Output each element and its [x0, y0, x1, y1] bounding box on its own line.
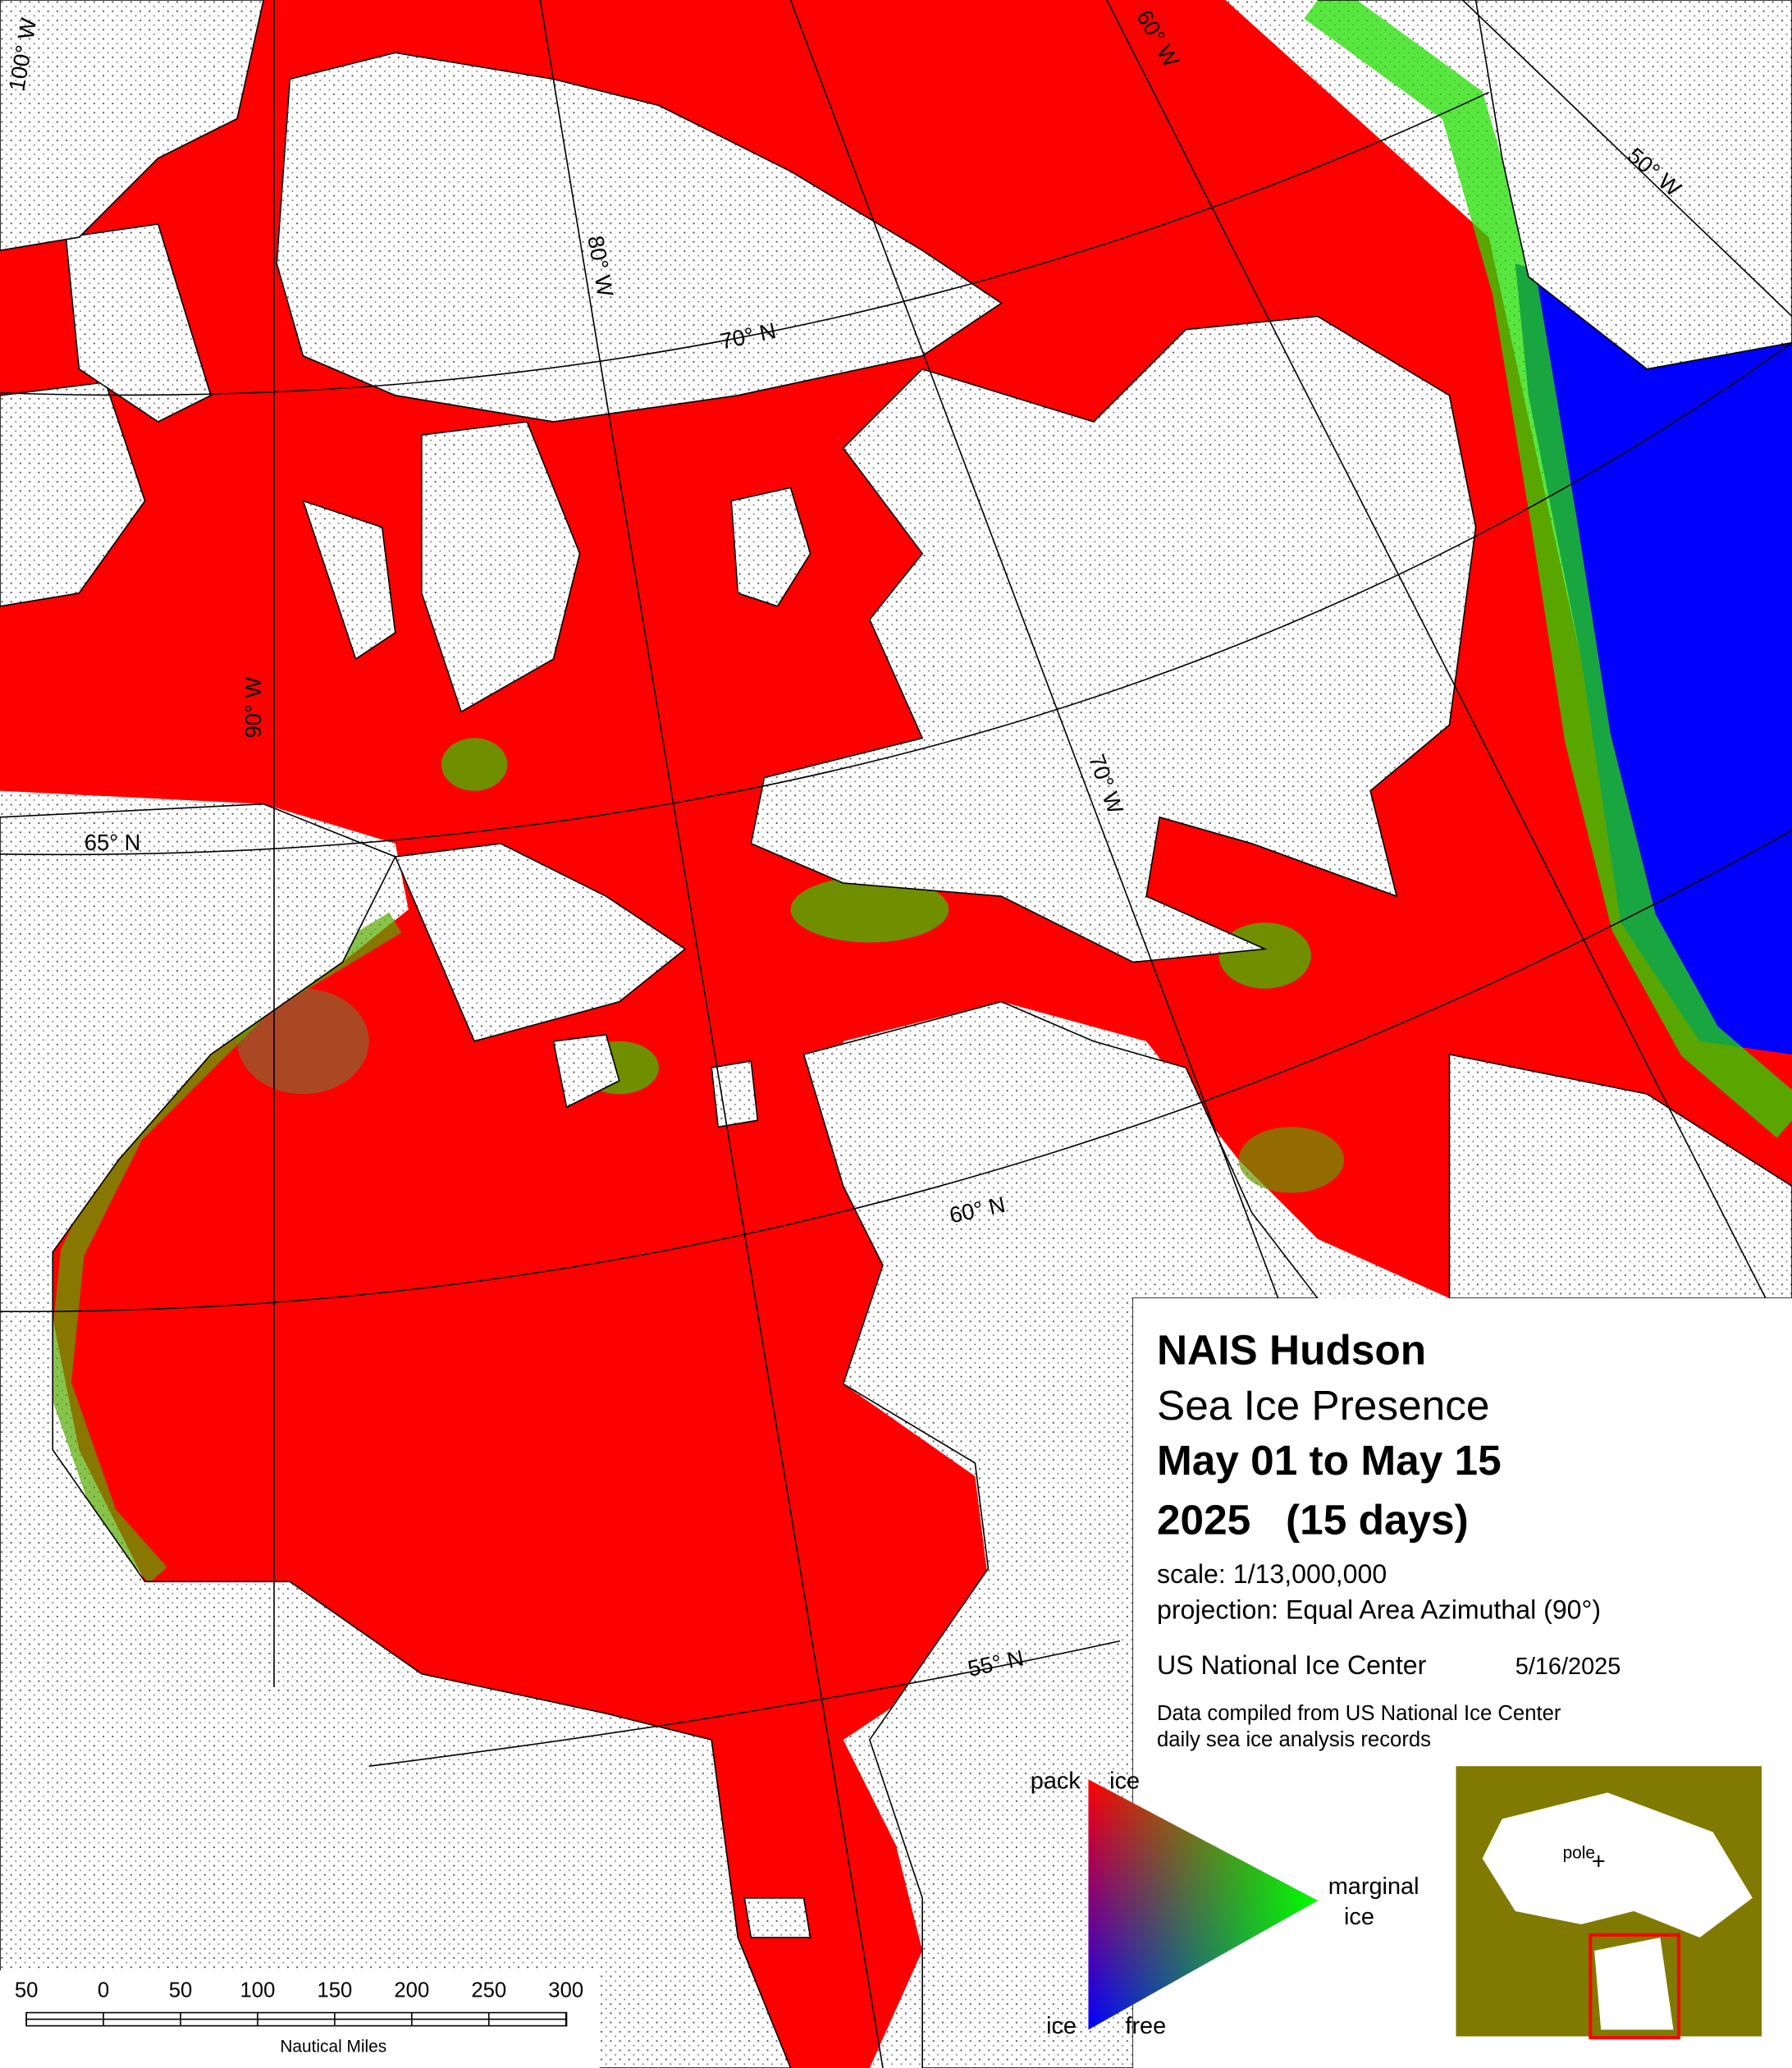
inset-map: pole +: [1456, 1766, 1762, 2040]
inset-ocean: [1482, 1792, 1753, 1938]
scale-bar-label: 0: [98, 1979, 109, 2002]
period: May 01 to May 15: [1157, 1436, 1502, 1484]
marginal-ice: [1304, 0, 1792, 1138]
title-block: NAIS Hudson Sea Ice Presence May 01 to M…: [1157, 1325, 1621, 1751]
parallel-label: 65° N: [85, 830, 141, 855]
scale: scale: 1/13,000,000: [1157, 1559, 1387, 1589]
scale-bar-label: 300: [548, 1979, 583, 2002]
inset-label: pole: [1563, 1844, 1595, 1863]
note: Data compiled from US National Ice Cente…: [1157, 1702, 1561, 1725]
legend-label: ice: [1109, 1768, 1140, 1795]
scale-bar-unit: Nautical Miles: [280, 2038, 386, 2057]
span: 2025 (15 days): [1157, 1496, 1469, 1544]
date: 5/16/2025: [1515, 1654, 1621, 1680]
scale-bar-label: 100: [240, 1979, 276, 2002]
legend-label: ice: [1046, 2013, 1077, 2039]
title: NAIS Hudson: [1157, 1325, 1426, 1373]
scale-bar-label: 50: [15, 1979, 39, 2002]
scale-bar-label: 250: [471, 1979, 506, 2002]
subtitle: Sea Ice Presence: [1157, 1381, 1490, 1429]
legend-triangle-overlay: [1088, 1779, 1318, 2030]
meridian-label: 90° W: [240, 677, 266, 739]
legend: pack ice marginal ice ice free: [1031, 1768, 1419, 2040]
legend-label: marginal: [1328, 1874, 1419, 1900]
legend-label: free: [1125, 2013, 1166, 2039]
agency: US National Ice Center: [1157, 1650, 1427, 1680]
note: daily sea ice analysis records: [1157, 1728, 1431, 1751]
scale-bar-label: 50: [169, 1979, 193, 2002]
open-water: [1515, 263, 1792, 1055]
inset-hudson: [1594, 1937, 1674, 2030]
scale-bar-label: 150: [317, 1979, 352, 2002]
pole-marker: +: [1592, 1848, 1606, 1874]
legend-label: pack: [1031, 1768, 1081, 1795]
legend-label: ice: [1344, 1904, 1374, 1930]
scale-bar: 50 0 50 100 150 200 250 300 Nautical Miles: [15, 1979, 583, 2056]
projection: projection: Equal Area Azimuthal (90°): [1157, 1594, 1601, 1624]
inset-extent: [1589, 1933, 1680, 2040]
scale-bar-label: 200: [394, 1979, 429, 2002]
